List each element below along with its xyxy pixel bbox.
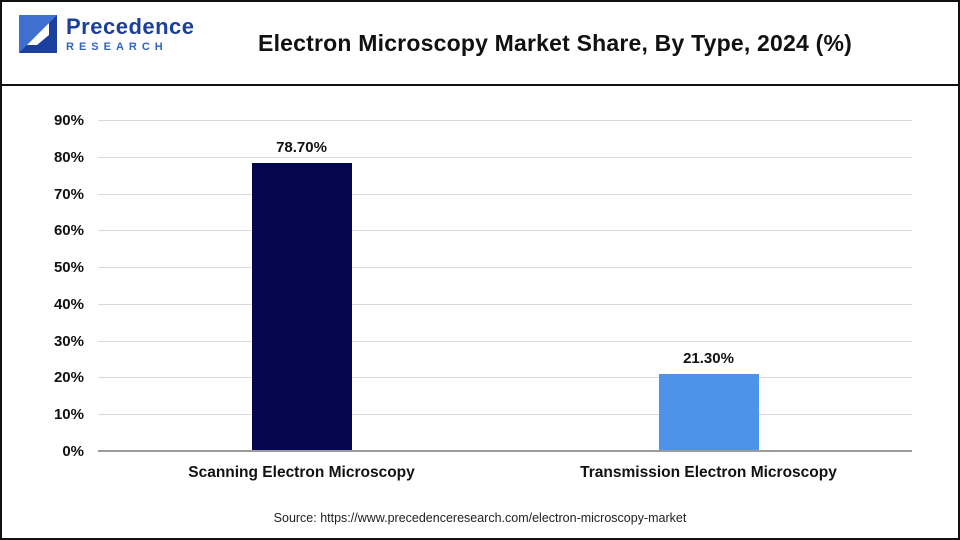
bar-slot: 21.30%: [505, 121, 912, 452]
plot-area: 90% 80% 70% 60% 50% 40% 30% 20% 10% 0% 78.70% 21.30…: [54, 112, 912, 460]
y-tick-label: 80%: [53, 148, 84, 166]
gridline: [98, 267, 912, 269]
bar-transmission-electron-microscopy: [658, 373, 759, 452]
precedence-logo: Precedence RESEARCH: [18, 14, 195, 54]
x-axis-label: Scanning Electron Microscopy: [188, 464, 415, 481]
gridline: [98, 120, 912, 121]
gridline: [98, 340, 912, 342]
x-axis-labels: Scanning Electron Microscopy Transmission…: [98, 464, 912, 482]
y-tick-label: 60%: [53, 222, 84, 240]
y-tick-label: 40%: [53, 295, 84, 313]
y-tick-label: 50%: [53, 259, 84, 277]
chart: 90% 80% 70% 60% 50% 40% 30% 20% 10% 0% 78.70% 21.30…: [34, 112, 912, 460]
gridline: [98, 377, 912, 379]
precedence-logo-text: Precedence RESEARCH: [66, 14, 195, 54]
gridline: [98, 193, 912, 195]
y-tick-label: 10%: [53, 406, 84, 424]
chart-title: Electron Microscopy Market Share, By Typ…: [258, 29, 852, 56]
x-axis-label: Transmission Electron Microscopy: [580, 464, 837, 481]
value-label: 21.30%: [683, 349, 734, 367]
bar-slot: 78.70%: [98, 121, 505, 452]
y-tick-label: 70%: [53, 185, 84, 203]
value-label: 78.70%: [276, 138, 327, 156]
source-text: Source: https://www.precedenceresearch.c…: [273, 511, 687, 525]
y-tick-label: 0%: [62, 443, 84, 460]
logo-name: Precedence: [66, 14, 195, 39]
gridline: [98, 230, 912, 232]
gridline: [98, 303, 912, 305]
gridline: [98, 156, 912, 158]
precedence-logo-icon: [18, 14, 58, 54]
y-tick-label: 30%: [53, 332, 84, 350]
y-tick-label: 90%: [53, 112, 84, 129]
gridline: [98, 414, 912, 416]
y-tick-label: 20%: [53, 369, 84, 387]
x-axis-line: [98, 450, 912, 452]
logo-subtitle: RESEARCH: [66, 41, 168, 53]
bar-scanning-electron-microscopy: [251, 162, 352, 452]
header: Precedence RESEARCH Electron Microscopy …: [2, 2, 958, 86]
